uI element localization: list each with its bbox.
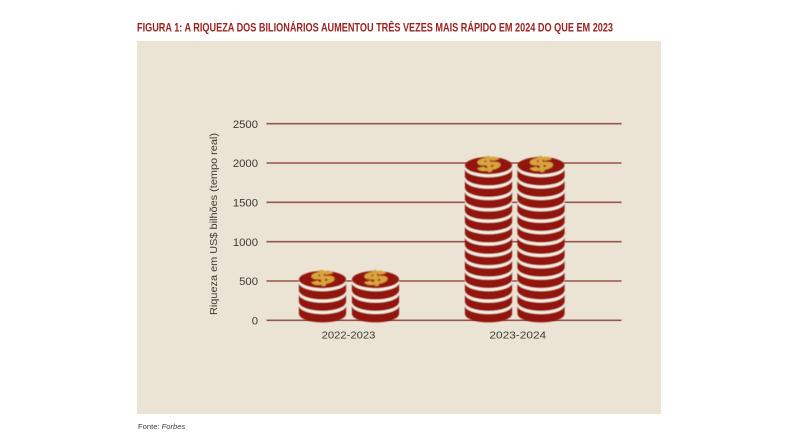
- svg-text:$: $: [309, 265, 335, 290]
- svg-text:$: $: [475, 151, 501, 176]
- svg-text:$: $: [528, 151, 554, 176]
- svg-text:500: 500: [239, 276, 258, 288]
- svg-text:FIGURA 1: A RIQUEZA DOS BILION: FIGURA 1: A RIQUEZA DOS BILIONÁRIOS AUME…: [137, 22, 613, 35]
- svg-text:2022-2023: 2022-2023: [322, 330, 376, 342]
- svg-text:2023-2024: 2023-2024: [489, 330, 546, 342]
- svg-text:1000: 1000: [233, 237, 258, 249]
- svg-text:$: $: [362, 265, 388, 290]
- svg-text:2500: 2500: [233, 119, 258, 131]
- svg-text:Riqueza em US$ bilhões (tempo: Riqueza em US$ bilhões (tempo real): [208, 133, 220, 315]
- svg-text:2000: 2000: [233, 158, 258, 170]
- svg-text:0: 0: [252, 315, 258, 327]
- svg-text:1500: 1500: [233, 197, 258, 209]
- svg-text:Fonte: Forbes: Fonte: Forbes: [138, 422, 185, 431]
